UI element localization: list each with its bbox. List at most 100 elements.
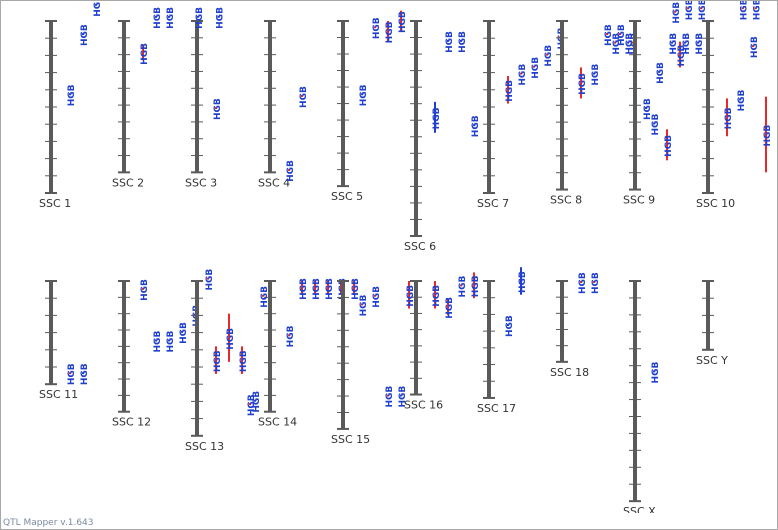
qtl-marker xyxy=(434,101,436,133)
qtl-label: HGB xyxy=(458,276,468,298)
qtl-marker xyxy=(653,370,655,373)
chromosome-label: SSC 17 xyxy=(477,402,516,415)
qtl-label: HGB xyxy=(724,107,734,129)
qtl-label: HGB xyxy=(432,285,442,307)
qtl-marker xyxy=(168,339,170,342)
chromosome-label: SSC 2 xyxy=(112,176,144,189)
qtl-marker xyxy=(684,41,686,44)
qtl-marker xyxy=(533,65,535,68)
qtl-marker xyxy=(262,294,264,297)
qtl-label: HGB xyxy=(669,33,679,55)
qtl-marker xyxy=(215,346,217,374)
qtl-label: HGB xyxy=(179,322,189,344)
qtl-label: HGB xyxy=(471,275,481,297)
qtl-label: HGB xyxy=(385,21,395,43)
qtl-marker xyxy=(196,15,199,18)
qtl-marker xyxy=(95,3,97,6)
chromosome-ssc-17: SSC 17 HGB HGB xyxy=(477,267,528,415)
chromosome-ssc-3: SSC 3 HGB HGB HGB xyxy=(185,7,226,189)
qtl-label: HGB xyxy=(153,7,163,29)
qtl-marker xyxy=(754,7,757,10)
qtl-label: HGB xyxy=(247,394,257,416)
chromosome-bar xyxy=(268,21,272,173)
qtl-label: HGB xyxy=(664,135,674,157)
qtl-label: HGB xyxy=(505,315,515,337)
chromosome-label: SSC 11 xyxy=(39,388,78,401)
qtl-marker xyxy=(434,281,436,309)
qtl-label: HGB xyxy=(505,80,515,102)
qtl-marker xyxy=(408,281,410,309)
qtl-label: HGB xyxy=(372,286,382,308)
chromosome-bar xyxy=(122,21,126,173)
qtl-marker xyxy=(627,41,629,44)
qtl-marker xyxy=(228,313,230,362)
chromosome-label: SSC 15 xyxy=(331,433,370,446)
qtl-label: HGB xyxy=(398,11,408,33)
qtl-label: HGB xyxy=(239,350,249,372)
qtl-marker xyxy=(460,284,462,287)
qtl-marker xyxy=(666,129,668,161)
qtl-marker xyxy=(288,168,290,171)
qtl-marker xyxy=(593,72,595,75)
qtl-marker xyxy=(301,94,303,97)
qtl-marker xyxy=(361,93,363,96)
qtl-label: HGB xyxy=(312,278,322,300)
qtl-marker xyxy=(593,281,595,283)
qtl-marker xyxy=(739,98,741,101)
qtl-marker xyxy=(674,10,676,13)
qtl-label: HGB xyxy=(80,363,90,385)
qtl-label: HGB xyxy=(205,269,215,291)
qtl-marker xyxy=(546,53,548,56)
chromosome-bar xyxy=(560,281,564,362)
qtl-marker xyxy=(217,15,220,18)
qtl-label: HGB xyxy=(625,33,635,55)
qtl-marker xyxy=(507,76,509,104)
qtl-marker xyxy=(314,281,316,295)
chromosome-label: SSC 4 xyxy=(258,176,290,189)
qtl-marker xyxy=(82,33,84,36)
qtl-marker xyxy=(697,41,699,44)
qtl-marker xyxy=(400,394,402,397)
version-label: QTL Mapper v.1.643 xyxy=(3,518,94,528)
qtl-marker xyxy=(741,7,744,10)
qtl-label: HGB xyxy=(299,86,309,108)
chromosome-label: SSC 13 xyxy=(185,440,224,453)
qtl-marker xyxy=(679,41,681,68)
qtl-label: HGB xyxy=(737,89,747,111)
chromosome-label: SSC X xyxy=(623,505,656,513)
qtl-label: HGB xyxy=(216,7,226,29)
qtl-marker xyxy=(645,107,647,109)
qtl-label: HGB xyxy=(226,328,236,350)
qtl-label: HGB xyxy=(359,84,369,106)
qtl-marker xyxy=(142,45,144,61)
qtl-marker xyxy=(69,372,71,375)
qtl-label: HGB xyxy=(213,98,223,120)
qtl-label: HGB xyxy=(471,115,481,137)
qtl-label: HGB xyxy=(544,45,554,67)
qtl-label: HGB xyxy=(140,279,150,301)
qtl-label: HGB xyxy=(672,2,682,24)
qtl-marker xyxy=(82,372,84,375)
chromosome-bar xyxy=(487,281,491,398)
qtl-label: HGB xyxy=(385,386,395,408)
qtl-marker xyxy=(580,67,582,99)
chromosome-label: SSC 3 xyxy=(185,176,217,189)
qtl-marker xyxy=(361,303,363,306)
qtl-marker xyxy=(155,15,157,18)
qtl-marker xyxy=(765,96,767,173)
chromosome-ssc-x: SSC X HGB xyxy=(623,280,661,513)
qtl-label: HGB xyxy=(753,1,763,20)
qtl-marker xyxy=(520,72,522,75)
qtl-marker xyxy=(671,41,673,44)
qtl-marker xyxy=(653,122,655,125)
qtl-label: HGB xyxy=(685,1,695,20)
qtl-marker xyxy=(353,281,355,295)
